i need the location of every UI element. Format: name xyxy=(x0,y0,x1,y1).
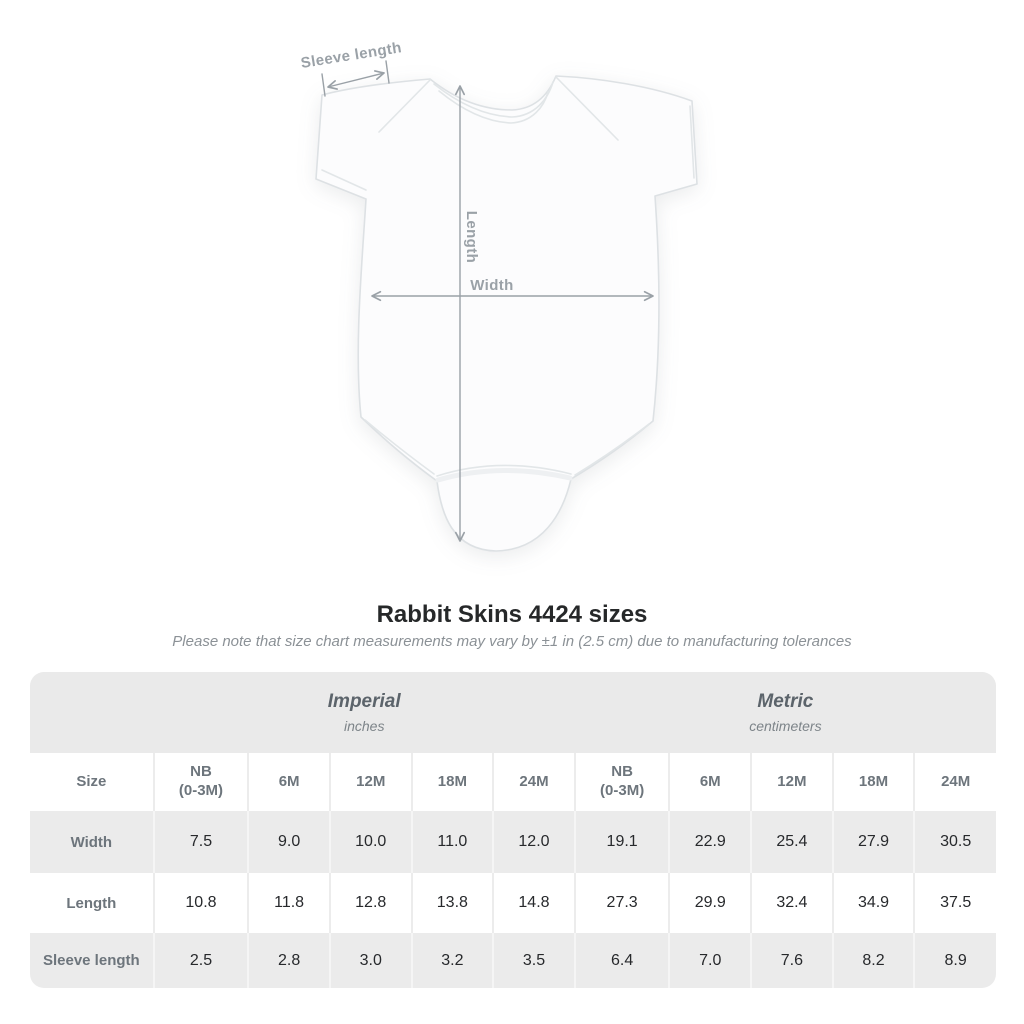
left-shoulder-fold xyxy=(378,79,431,133)
table-cell: 8.9 xyxy=(913,933,996,988)
table-row: Sleeve length 2.5 2.8 3.0 3.2 3.5 6.4 7.… xyxy=(30,933,996,988)
table-cell: 2.8 xyxy=(247,933,330,988)
sleeve-dimension-tick-left xyxy=(321,73,326,97)
width-label: Width xyxy=(470,277,514,294)
size-chart-table: Imperial inches Metric centimeters Size … xyxy=(30,672,996,988)
table-cell: 27.9 xyxy=(831,811,915,873)
table-cell: 25.4 xyxy=(750,811,833,873)
table-cell: 8.2 xyxy=(831,933,915,988)
table-cell: 2.5 xyxy=(152,933,249,988)
table-cell: 14.8 xyxy=(492,873,575,933)
size-header-row: Size NB (0-3M) 6M 12M 18M 24M NB (0-3M) … xyxy=(30,753,996,811)
table-cell: 7.6 xyxy=(750,933,833,988)
column-header: 24M xyxy=(913,753,996,811)
table-cell: 9.0 xyxy=(247,811,330,873)
row-label: Length xyxy=(66,894,117,912)
imperial-group-unit: inches xyxy=(343,718,385,734)
table-cell: 29.9 xyxy=(668,873,752,933)
table-cell: 7.0 xyxy=(668,933,752,988)
column-header: 18M xyxy=(410,753,494,811)
table-cell: 10.0 xyxy=(328,811,412,873)
tolerance-note: Please note that size chart measurements… xyxy=(172,633,852,650)
column-header: 6M xyxy=(247,753,330,811)
column-header: 12M xyxy=(750,753,833,811)
sleeve-length-dimension-arrow xyxy=(327,70,385,90)
bodysuit-outline xyxy=(315,75,698,552)
table-cell: 3.0 xyxy=(328,933,412,988)
column-header: 24M xyxy=(492,753,575,811)
size-column-header: Size xyxy=(76,772,107,790)
right-leg-binding xyxy=(574,423,650,476)
left-cuff-hem xyxy=(321,169,367,191)
bodysuit-measurement-diagram: Sleeve length Length Width xyxy=(300,39,698,552)
table-cell: 3.5 xyxy=(492,933,575,988)
row-label: Width xyxy=(70,833,113,851)
table-cell: 30.5 xyxy=(913,811,996,873)
column-header: NB (0-3M) xyxy=(573,753,670,811)
row-label: Sleeve length xyxy=(42,952,140,969)
metric-group-header: Metric centimeters xyxy=(574,672,996,753)
metric-group-unit: centimeters xyxy=(749,718,822,734)
table-cell: 12.0 xyxy=(492,811,575,873)
table-cell: 34.9 xyxy=(831,873,915,933)
sleeve-dimension-tick-right xyxy=(385,60,390,84)
table-cell: 6.4 xyxy=(573,933,670,988)
unit-header-row: Imperial inches Metric centimeters xyxy=(30,672,996,753)
table-cell: 10.8 xyxy=(152,873,249,933)
length-label: Length xyxy=(463,211,480,263)
table-row: Length 10.8 11.8 12.8 13.8 14.8 27.3 29.… xyxy=(30,873,996,933)
band-corner-cell xyxy=(30,672,154,753)
imperial-group-title: Imperial xyxy=(327,691,401,712)
table-cell: 3.2 xyxy=(410,933,494,988)
table-cell: 22.9 xyxy=(668,811,752,873)
table-cell: 11.0 xyxy=(410,811,494,873)
column-header: 18M xyxy=(831,753,915,811)
column-header: NB (0-3M) xyxy=(152,753,249,811)
column-header: 12M xyxy=(328,753,412,811)
table-cell: 32.4 xyxy=(750,873,833,933)
right-cuff-hem xyxy=(689,105,695,179)
table-cell: 12.8 xyxy=(328,873,412,933)
table-cell: 7.5 xyxy=(152,811,249,873)
bodysuit-illustration xyxy=(315,75,698,552)
crotch-flap-edge xyxy=(435,468,573,483)
table-cell: 37.5 xyxy=(913,873,996,933)
column-header: 6M xyxy=(668,753,752,811)
table-row: Width 7.5 9.0 10.0 11.0 12.0 19.1 22.9 2… xyxy=(30,811,996,873)
right-shoulder-fold xyxy=(555,76,619,141)
table-cell: 11.8 xyxy=(247,873,330,933)
table-cell: 27.3 xyxy=(573,873,670,933)
table-cell: 19.1 xyxy=(573,811,670,873)
page-title: Rabbit Skins 4424 sizes xyxy=(376,601,648,628)
crotch-flap-binding xyxy=(436,464,572,477)
imperial-group-header: Imperial inches xyxy=(153,672,575,753)
table-cell: 13.8 xyxy=(410,873,494,933)
left-leg-binding xyxy=(364,419,435,475)
metric-group-title: Metric xyxy=(757,691,814,712)
